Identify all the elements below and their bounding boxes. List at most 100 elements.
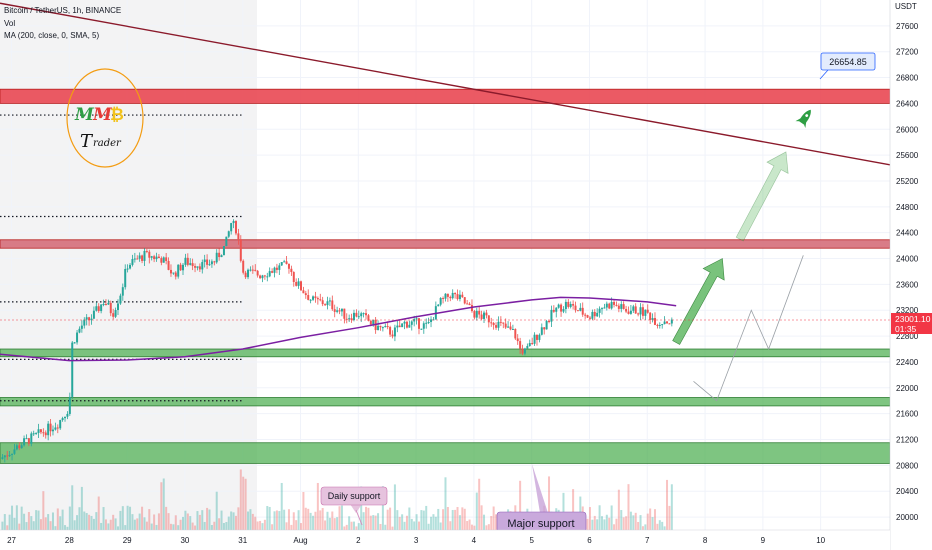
time-axis[interactable]: [0, 530, 890, 550]
candle-body: [157, 256, 160, 259]
candle-body: [179, 264, 182, 271]
candle-body: [64, 416, 67, 419]
volume-bar: [355, 526, 358, 530]
volume-bar: [271, 524, 274, 530]
volume-bar: [615, 518, 618, 530]
candle-body: [92, 310, 95, 319]
volume-bar: [321, 508, 324, 530]
volume-bar: [422, 510, 425, 530]
logo-letter-1: M: [74, 105, 95, 125]
volume-bar: [157, 513, 160, 530]
candle-body: [584, 314, 587, 316]
candle-body: [273, 267, 276, 273]
candle-body: [30, 433, 33, 444]
candle-body: [548, 320, 551, 322]
candle-body: [422, 323, 425, 329]
volume-bar: [637, 521, 640, 530]
volume-bar: [198, 514, 201, 530]
volume-bar: [61, 509, 64, 530]
volume-bar: [620, 510, 623, 530]
candle-body: [668, 323, 671, 325]
volume-bar: [210, 524, 213, 530]
candle-body: [196, 266, 199, 268]
volume-bar: [167, 513, 170, 530]
candle-body: [247, 269, 250, 278]
volume-bar: [100, 522, 103, 530]
candle-body: [6, 455, 9, 457]
volume-bar: [403, 521, 406, 530]
candle-body: [316, 298, 319, 300]
volume-bar: [295, 520, 298, 530]
candle-body: [37, 429, 40, 433]
candle-body: [661, 324, 664, 326]
candle-body: [415, 318, 418, 320]
candle-body: [244, 272, 247, 278]
candle-body: [572, 304, 575, 306]
candle-body: [413, 318, 416, 322]
candle-body: [302, 290, 305, 294]
volume-bar: [20, 506, 23, 530]
y-tick-label: 22400: [896, 358, 919, 367]
volume-bar: [449, 521, 452, 530]
candle-body: [528, 343, 531, 346]
volume-bar: [275, 510, 278, 530]
volume-bar: [381, 486, 384, 530]
volume-bar: [95, 512, 98, 530]
candle-body: [312, 296, 315, 300]
candle-body: [398, 325, 401, 328]
candle-body: [285, 261, 288, 264]
candle-body: [543, 327, 546, 330]
trendline: [0, 2, 891, 166]
volume-bar: [278, 511, 281, 530]
candle-body: [569, 304, 572, 307]
candle-body: [225, 236, 228, 247]
candle-body: [625, 308, 628, 312]
volume-bar: [227, 516, 230, 530]
candle-body: [372, 319, 375, 325]
volume-bar: [54, 526, 57, 530]
candle-body: [8, 454, 11, 457]
volume-bar: [239, 469, 242, 530]
candle-body: [35, 432, 38, 434]
volume-bar: [121, 506, 124, 530]
volume-bar: [138, 513, 141, 530]
candle-body: [167, 260, 170, 270]
x-tick-label: 8: [703, 536, 708, 545]
volume-bar: [59, 516, 62, 530]
volume-bar: [254, 516, 257, 530]
candle-body: [396, 325, 399, 328]
volume-bar: [596, 519, 599, 530]
candle-body: [234, 221, 237, 234]
candle-body: [574, 305, 577, 311]
volume-bar: [352, 521, 355, 530]
support-zone: [0, 442, 891, 464]
volume-bar: [473, 525, 476, 530]
candle-body: [213, 261, 216, 263]
volume-bar: [480, 505, 483, 530]
volume-bar: [292, 512, 295, 530]
y-tick-label: 22800: [896, 332, 919, 341]
candle-body: [280, 262, 283, 266]
price-axis[interactable]: [890, 0, 932, 550]
x-tick-label: 10: [816, 536, 825, 545]
candle-body: [610, 301, 613, 309]
candle-body: [401, 323, 404, 328]
candle-body: [275, 267, 278, 270]
candle-body: [172, 272, 175, 274]
candle-body: [369, 320, 372, 325]
candle-body: [653, 318, 656, 325]
candle-body: [100, 304, 103, 312]
volume-bar: [182, 516, 185, 530]
candle-body: [466, 303, 469, 305]
candle-body: [538, 334, 541, 340]
candle-body: [391, 334, 394, 337]
candle-body: [208, 264, 211, 266]
candle-body: [336, 310, 339, 312]
candle-body: [365, 313, 368, 316]
volume-bar: [148, 509, 151, 530]
candle-body: [603, 307, 606, 309]
candle-body: [417, 318, 420, 329]
y-tick-label: 26400: [896, 99, 919, 108]
candle-body: [54, 427, 57, 430]
